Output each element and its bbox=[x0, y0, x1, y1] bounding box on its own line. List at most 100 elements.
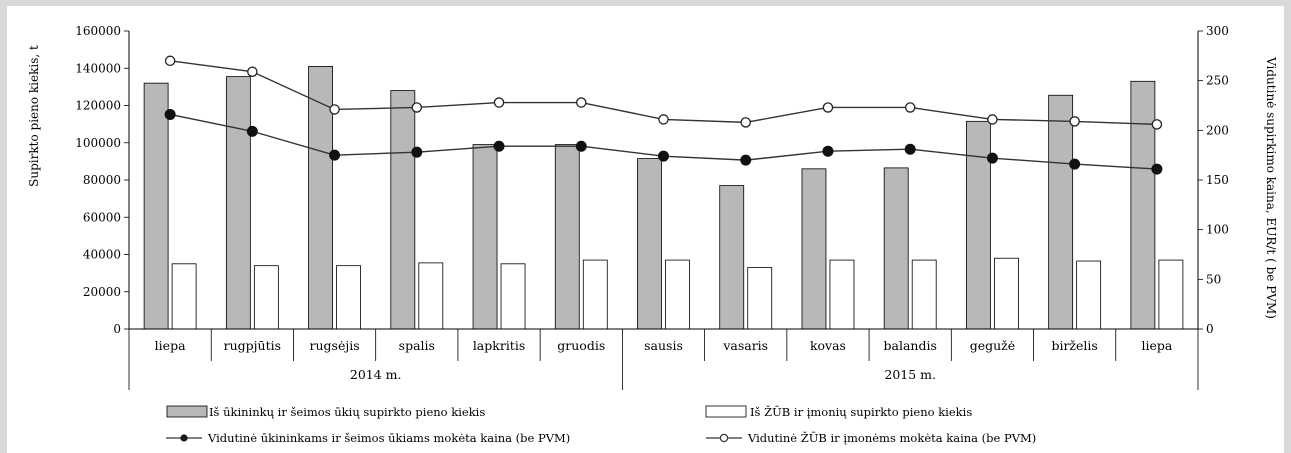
bar-companies-volume bbox=[830, 260, 854, 329]
bar-companies-volume bbox=[337, 266, 361, 329]
legend: Iš ūkininkų ir šeimos ūkių supirkto pien… bbox=[166, 405, 1036, 445]
right-tick-label: 0 bbox=[1206, 322, 1214, 336]
chart-frame: 0 20000 40000 60000 80000 100000 120000 140000 1… bbox=[7, 6, 1284, 453]
bar-companies-volume bbox=[583, 260, 607, 329]
marker-companies-price bbox=[1070, 117, 1079, 126]
legend-label-farmers-volume: Iš ūkininkų ir šeimos ūkių supirkto pien… bbox=[209, 405, 485, 419]
left-tick-label: 160000 bbox=[75, 24, 121, 38]
bar-companies-volume bbox=[994, 258, 1018, 329]
marker-companies-price bbox=[1152, 120, 1161, 129]
right-tick-label: 300 bbox=[1206, 24, 1229, 38]
bar-companies-volume bbox=[1077, 261, 1101, 329]
right-tick-label: 50 bbox=[1206, 272, 1221, 286]
year-group-label: 2015 m. bbox=[884, 367, 936, 382]
bar-farmers-volume bbox=[720, 186, 744, 329]
category-label: sausis bbox=[644, 338, 683, 353]
bar-companies-volume bbox=[501, 264, 525, 329]
category-label: lapkritis bbox=[473, 338, 525, 353]
category-labels: liepa rugpjūtis rugsėjis spalis lapkritis gru… bbox=[155, 338, 1173, 382]
category-label: liepa bbox=[1141, 338, 1172, 353]
right-tick-label: 150 bbox=[1206, 173, 1229, 187]
marker-companies-price bbox=[330, 105, 339, 114]
milk-purchase-chart: 0 20000 40000 60000 80000 100000 120000 140000 1… bbox=[7, 6, 1284, 453]
marker-companies-price bbox=[166, 56, 175, 65]
left-axis-ticks: 0 20000 40000 60000 80000 100000 120000 140000 1… bbox=[75, 24, 129, 336]
legend-marker-companies-price bbox=[720, 434, 727, 441]
marker-farmers-price bbox=[165, 109, 175, 119]
bar-companies-volume bbox=[419, 263, 443, 329]
category-label: birželis bbox=[1051, 338, 1097, 353]
left-axis-title: Supirkto pieno kiekis, t bbox=[27, 45, 41, 187]
marker-companies-price bbox=[412, 103, 421, 112]
bar-farmers-volume bbox=[966, 121, 990, 329]
marker-farmers-price bbox=[823, 146, 833, 156]
right-axis-ticks: 0 50 100 150 200 250 300 bbox=[1198, 24, 1229, 336]
legend-swatch-companies-volume bbox=[706, 406, 746, 417]
marker-companies-price bbox=[577, 98, 586, 107]
legend-marker-farmers-price bbox=[180, 434, 187, 441]
legend-label-companies-volume: Iš ŽŪB ir įmonių supirkto pieno kiekis bbox=[750, 405, 972, 419]
left-tick-label: 0 bbox=[113, 322, 121, 336]
marker-farmers-price bbox=[1152, 164, 1162, 174]
marker-farmers-price bbox=[247, 126, 257, 136]
year-group-label: 2014 m. bbox=[350, 367, 402, 382]
right-axis-title: Vidutinė supirkimo kaina, EUR/t ( be PVM… bbox=[1264, 56, 1278, 319]
marker-companies-price bbox=[823, 103, 832, 112]
legend-label-farmers-price: Vidutinė ūkininkams ir šeimos ūkiams mok… bbox=[207, 431, 570, 445]
marker-farmers-price bbox=[1070, 159, 1080, 169]
marker-companies-price bbox=[494, 98, 503, 107]
marker-farmers-price bbox=[412, 147, 422, 157]
marker-farmers-price bbox=[494, 141, 504, 151]
bar-farmers-volume bbox=[391, 91, 415, 329]
legend-swatch-farmers-volume bbox=[167, 406, 207, 417]
category-label: balandis bbox=[884, 338, 937, 353]
category-label: kovas bbox=[810, 338, 846, 353]
bar-farmers-volume bbox=[144, 83, 168, 329]
bar-farmers-volume bbox=[802, 169, 826, 329]
marker-farmers-price bbox=[741, 155, 751, 165]
marker-farmers-price bbox=[905, 144, 915, 154]
bar-farmers-volume bbox=[555, 145, 579, 329]
marker-farmers-price bbox=[987, 153, 997, 163]
category-label: spalis bbox=[399, 338, 435, 353]
marker-farmers-price bbox=[576, 141, 586, 151]
axes-layer bbox=[129, 31, 1198, 390]
marker-companies-price bbox=[248, 67, 257, 76]
marker-companies-price bbox=[659, 115, 668, 124]
bar-farmers-volume bbox=[884, 168, 908, 329]
bar-companies-volume bbox=[1159, 260, 1183, 329]
bar-farmers-volume bbox=[1049, 95, 1073, 329]
category-label: gruodis bbox=[557, 338, 605, 353]
bar-companies-volume bbox=[172, 264, 196, 329]
left-tick-label: 40000 bbox=[83, 248, 121, 262]
right-tick-label: 200 bbox=[1206, 123, 1229, 137]
marker-companies-price bbox=[741, 118, 750, 127]
marker-companies-price bbox=[906, 103, 915, 112]
bar-companies-volume bbox=[912, 260, 936, 329]
bar-farmers-volume bbox=[473, 145, 497, 329]
bar-companies-volume bbox=[254, 266, 278, 329]
category-label: vasaris bbox=[722, 338, 768, 353]
left-tick-label: 60000 bbox=[83, 210, 121, 224]
marker-farmers-price bbox=[659, 151, 669, 161]
right-tick-label: 100 bbox=[1206, 223, 1229, 237]
left-tick-label: 20000 bbox=[83, 285, 121, 299]
marker-farmers-price bbox=[330, 150, 340, 160]
left-tick-label: 100000 bbox=[75, 136, 121, 150]
left-tick-label: 140000 bbox=[75, 61, 121, 75]
bar-companies-volume bbox=[748, 268, 772, 329]
bar-farmers-volume bbox=[1131, 81, 1155, 329]
category-label: gegužė bbox=[970, 338, 1015, 353]
category-label: rugsėjis bbox=[310, 338, 360, 353]
bar-farmers-volume bbox=[638, 159, 662, 329]
bar-farmers-volume bbox=[309, 66, 333, 329]
marker-companies-price bbox=[988, 115, 997, 124]
right-tick-label: 250 bbox=[1206, 74, 1229, 88]
left-tick-label: 80000 bbox=[83, 173, 121, 187]
category-label: liepa bbox=[155, 338, 186, 353]
category-label: rugpjūtis bbox=[224, 338, 281, 353]
bars-layer bbox=[144, 66, 1183, 329]
legend-label-companies-price: Vidutinė ŽŪB ir įmonėms mokėta kaina (be… bbox=[747, 431, 1036, 445]
bar-farmers-volume bbox=[226, 77, 250, 329]
left-tick-label: 120000 bbox=[75, 99, 121, 113]
